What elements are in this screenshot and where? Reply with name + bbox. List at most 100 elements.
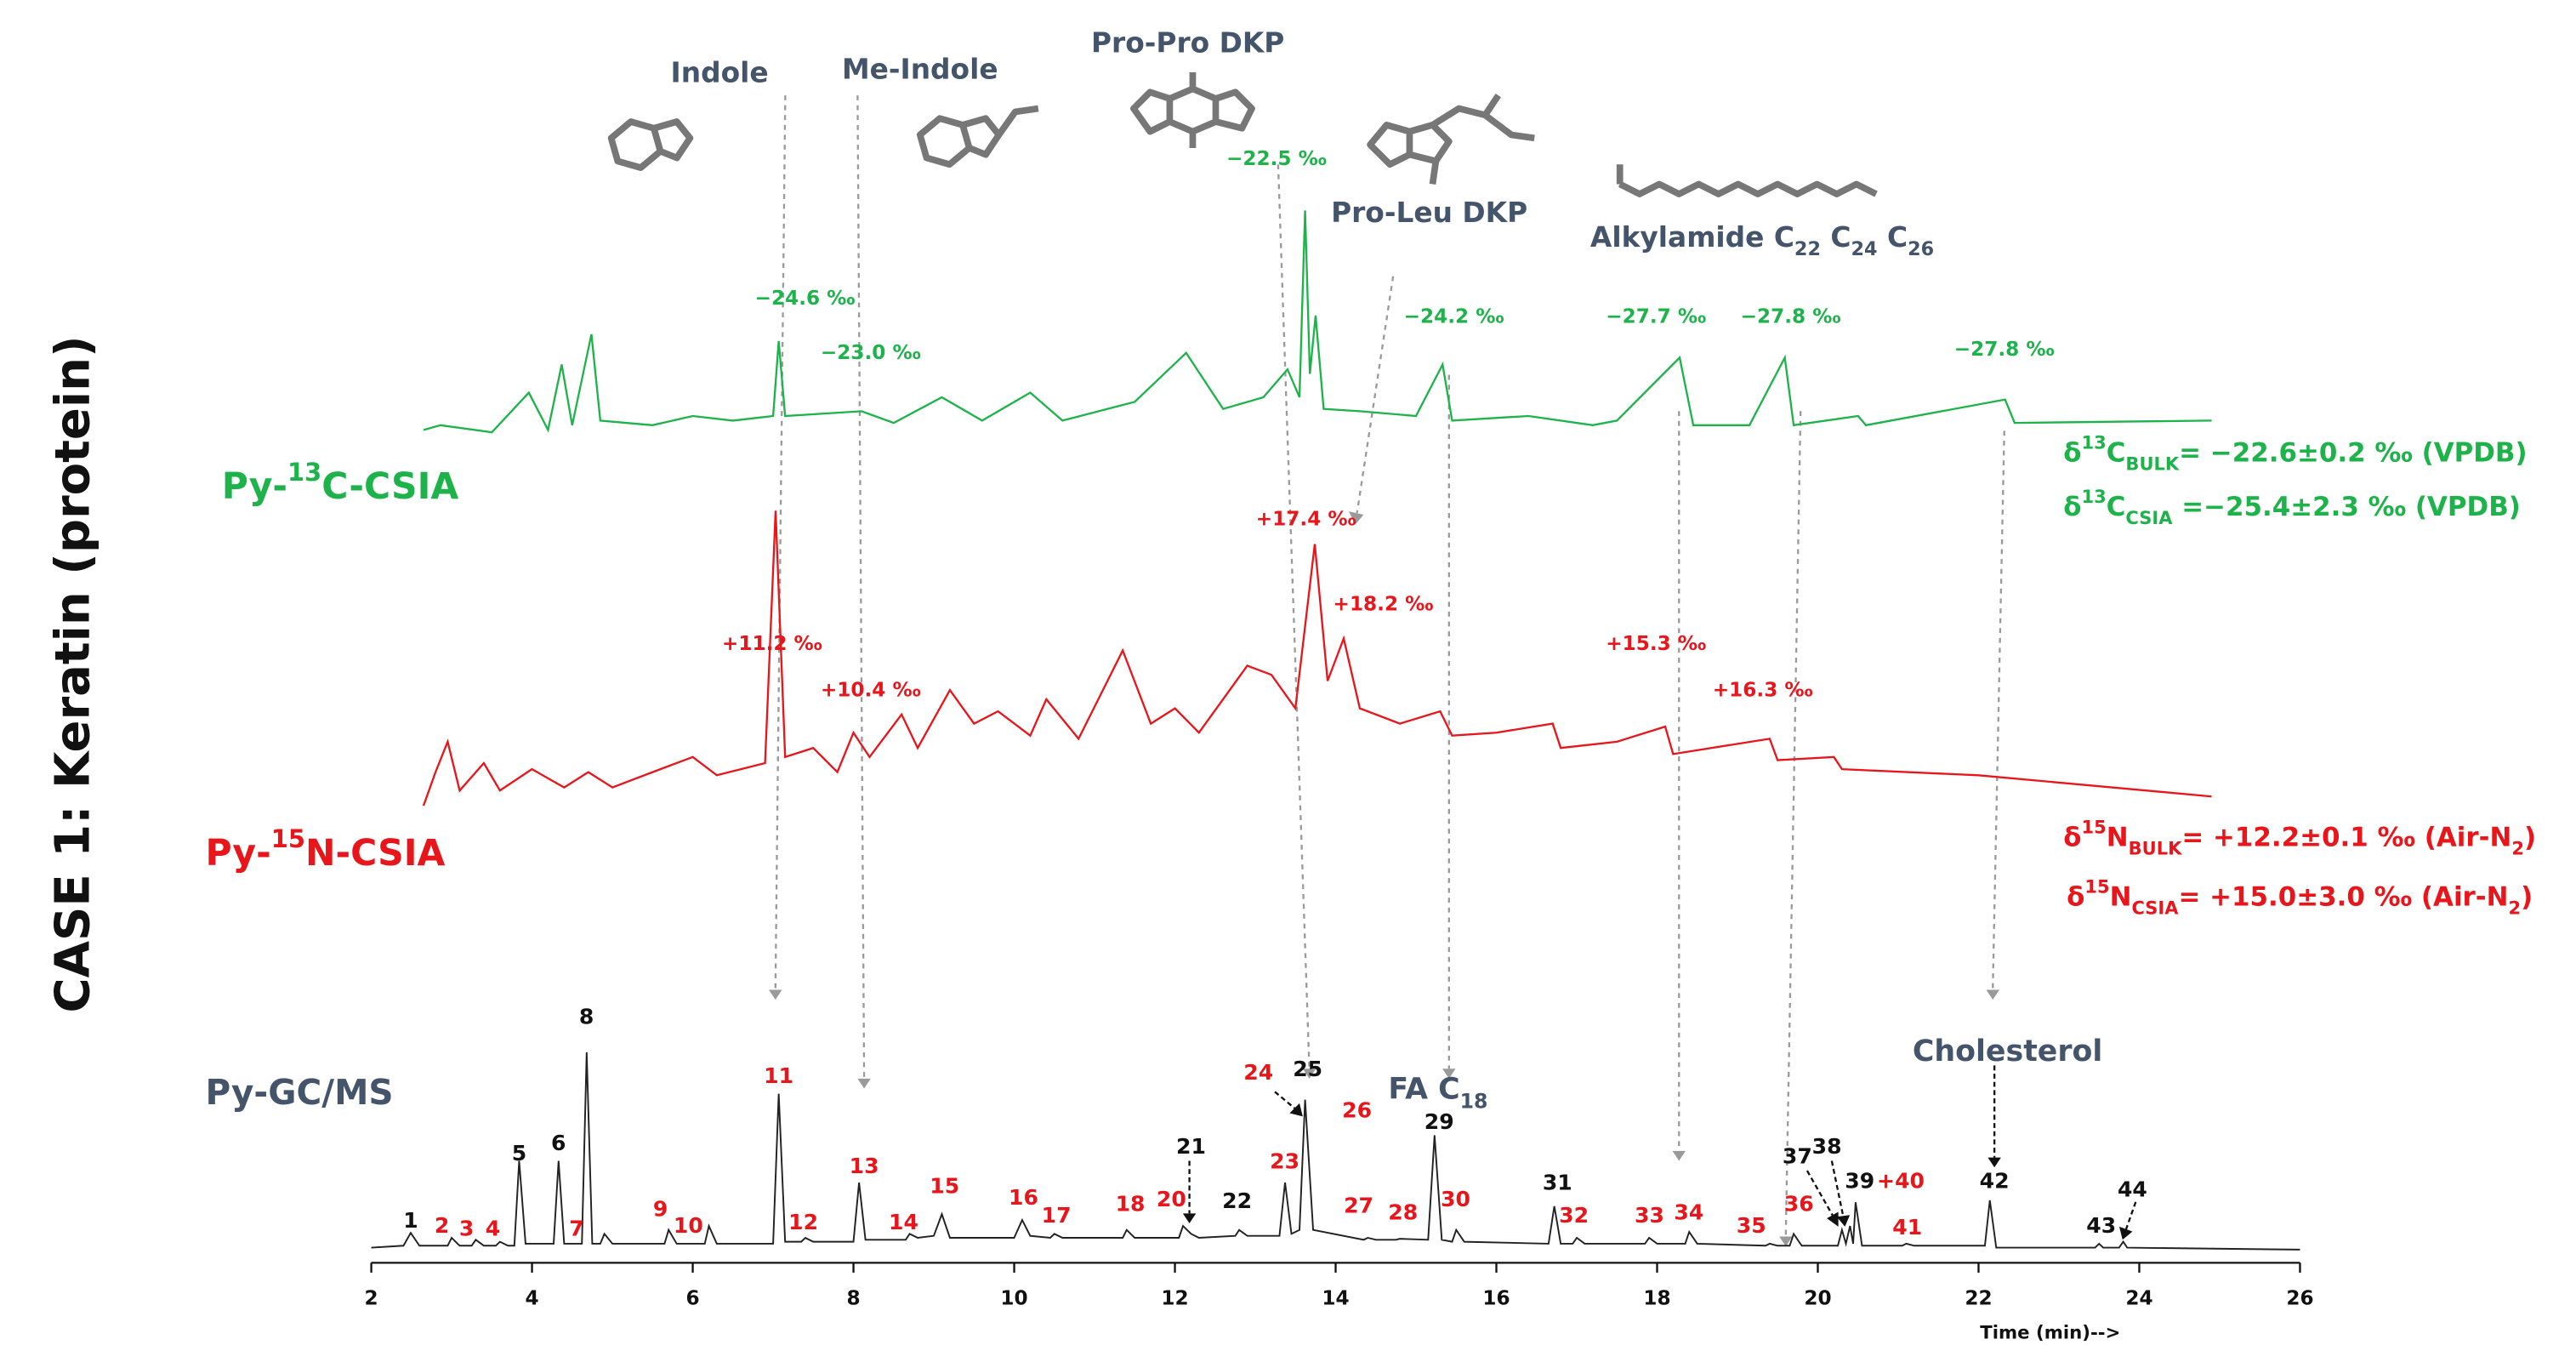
x-tick-label: 4 [526,1286,539,1309]
isotope-value: −24.6 ‰ [755,287,856,310]
gc-label: Cholesterol [1913,1034,2102,1069]
isotope-value: +11.2 ‰ [722,632,822,655]
trace-label-part: N-CSIA [305,833,446,875]
bulk-value-part: δ [2063,822,2081,852]
bulk-value: δ15NBULK= +12.2±0.1 ‰ (Air-N2) [2063,816,2536,858]
peak-label: 38 [1812,1134,1842,1159]
isotope-value: −27.7 ‰ [1606,305,1706,328]
isotope-value: +18.2 ‰ [1333,593,1434,616]
bulk-value-part: N [2107,822,2129,852]
molecules [611,72,1876,194]
peak-label: 11 [764,1063,793,1088]
bulk-value-part: 13 [2082,486,2107,507]
x-tick-label: 26 [2286,1286,2313,1309]
chart: Time (min)--> CASE 1: Keratin (protein) … [0,0,2576,1345]
peak-label: 26 [1342,1098,1372,1123]
bulk-value-part: C [2107,492,2126,522]
trace-label-part: Py- [205,833,270,875]
gc-label: FA C18 [1388,1072,1487,1113]
peak-label: 34 [1674,1200,1703,1224]
peak-label: 32 [1559,1203,1589,1228]
x-tick-label: 24 [2125,1286,2152,1309]
peak-label: 8 [579,1004,594,1029]
x-tick-label: 10 [1000,1286,1027,1309]
peak-label: 27 [1344,1194,1373,1218]
bulk-value: δ15NCSIA= +15.0±3.0 ‰ (Air-N2) [2067,875,2533,918]
peak-label: 18 [1116,1192,1146,1217]
isotope-value: +17.4 ‰ [1256,507,1356,530]
leader-lines [769,95,2005,1246]
peak-label: 7 [569,1217,583,1241]
peak-label: 39 [1845,1169,1874,1194]
peak-label: 23 [1270,1148,1299,1173]
compound-label: Pro-Pro DKP [1091,27,1284,60]
isotope-value: −23.0 ‰ [821,341,921,364]
peak-label: 35 [1737,1213,1766,1238]
compound-label-part: Alkylamide C [1590,221,1794,254]
bulk-value-part: ) [2524,822,2536,852]
trace-label: Py-GC/MS [205,1072,393,1113]
side-title: CASE 1: Keratin (protein) [45,335,100,1012]
trace [424,210,2212,432]
peak-label: 17 [1042,1203,1072,1228]
peak-label: 37 [1783,1144,1812,1169]
compound-label: Indole [671,56,769,88]
peak-label: 31 [1543,1171,1572,1195]
bulk-value-part: CSIA [2125,507,2173,528]
peak-label: 14 [889,1210,918,1234]
x-tick-label: 18 [1643,1286,1670,1309]
bulk-value-part: δ [2063,437,2081,468]
bulk-value-part: 2 [2511,837,2524,858]
peak-label: 15 [930,1173,959,1198]
peak-label: 13 [850,1154,879,1178]
bulk-value-part: BULK [2125,453,2179,474]
x-tick-label: 22 [1965,1286,1992,1309]
bulk-value-part: 15 [2084,875,2109,897]
compound-label-part: C [1821,221,1851,254]
isotope-value: −22.5 ‰ [1226,147,1327,170]
x-tick-label: 6 [685,1286,699,1309]
peak-label: 28 [1388,1200,1418,1224]
peak-label: 41 [1892,1215,1922,1240]
peak-label: 4 [486,1217,500,1241]
peak-label: 43 [2086,1213,2116,1238]
compound-label: Pro-Leu DKP [1331,197,1527,229]
peak-label: 9 [653,1197,668,1222]
bulk-value-part: δ [2067,881,2084,912]
bulk-value-part: ) [2521,881,2533,912]
trace-label-part: 15 [271,824,305,853]
x-tick-label: 2 [365,1286,378,1309]
peak-label: 12 [788,1210,818,1234]
peak-label: 3 [459,1217,474,1241]
bulk-value-part: BULK [2129,837,2182,858]
bulk-value-part: C [2107,437,2126,468]
bulk-value-part: 13 [2082,431,2107,453]
peak-label: 42 [1980,1169,2010,1194]
peak-label: 6 [551,1131,566,1155]
trace-label-part: C-CSIA [321,466,458,508]
trace-label: Py-15N-CSIA [205,824,445,875]
bulk-value-part: =−25.4±2.3 ‰ (VPDB) [2172,492,2520,522]
x-tick-label: 12 [1161,1286,1188,1309]
peak-label: 36 [1784,1192,1814,1217]
bulk-value-part: = −22.6±0.2 ‰ (VPDB) [2179,437,2527,468]
compound-label-part: C [1878,221,1908,254]
peak-label: 16 [1009,1185,1038,1210]
trace-label-part: Py- [222,466,287,508]
peak-label: 33 [1635,1203,1664,1228]
bulk-value-part: = +12.2±0.1 ‰ (Air-N [2181,822,2511,852]
peak-label: 20 [1157,1187,1186,1211]
compound-label-part: 24 [1851,238,1878,260]
bulk-value-part: δ [2063,492,2081,522]
isotope-value: +10.4 ‰ [821,678,921,701]
bulk-value-part: 15 [2082,816,2107,837]
peak-label: +40 [1877,1169,1925,1194]
isotope-value: −24.2 ‰ [1404,305,1504,328]
x-tick-label: 16 [1482,1286,1510,1309]
peak-label: 25 [1293,1057,1322,1081]
bulk-value-part: CSIA [2131,897,2179,918]
bulk-value-part: 2 [2508,897,2521,918]
trace-label-part: Py-GC/MS [205,1072,393,1113]
x-tick-label: 20 [1804,1286,1831,1309]
x-tick-label: 14 [1322,1286,1349,1309]
